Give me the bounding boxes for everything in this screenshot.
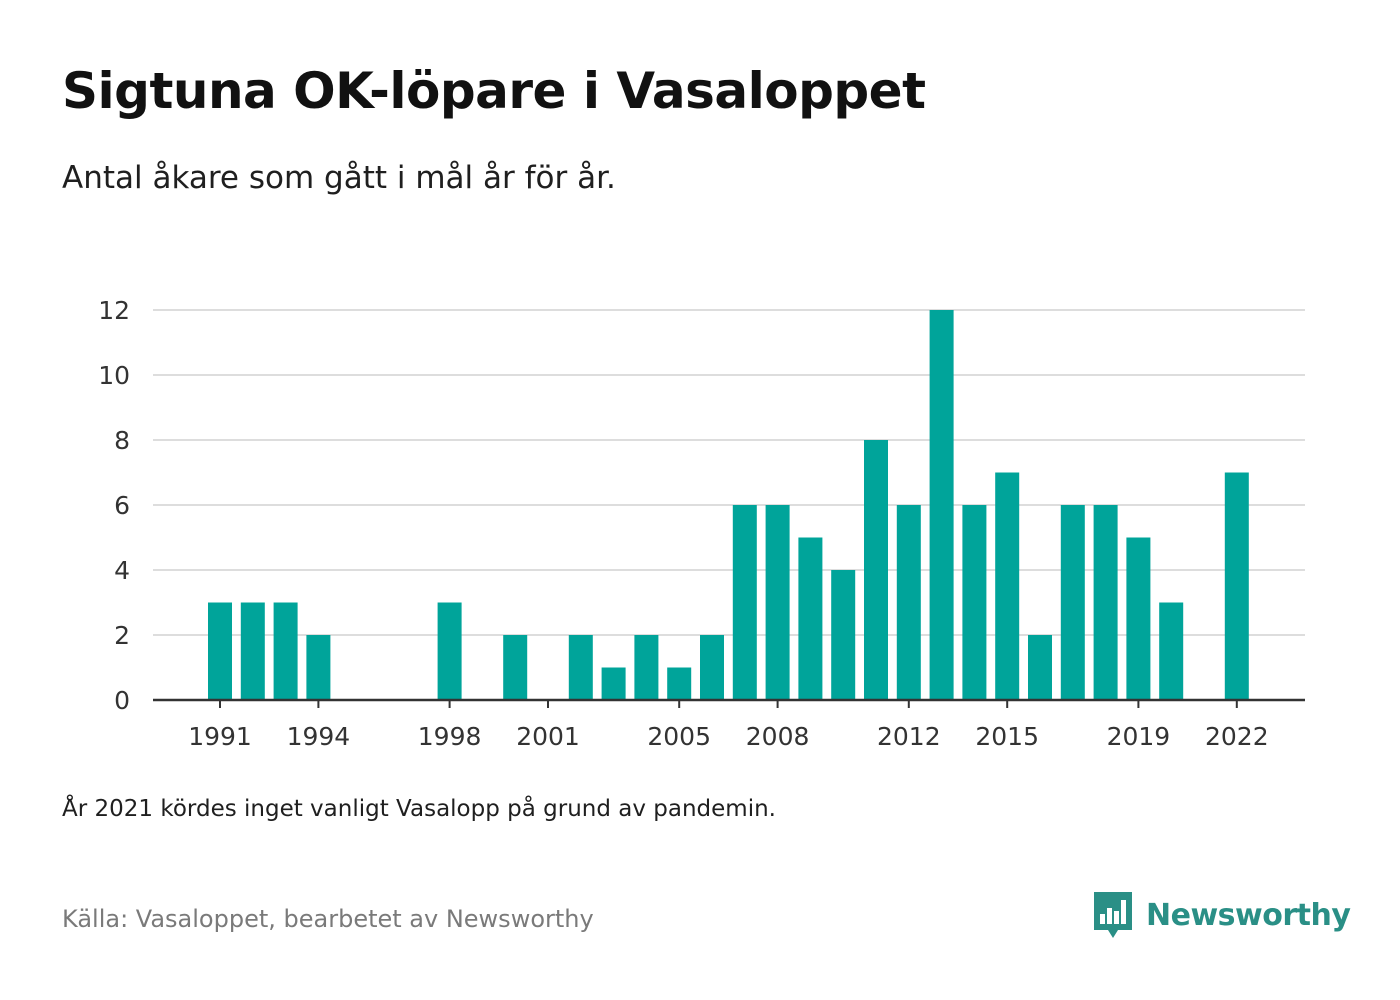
x-tick-label: 1994 xyxy=(287,722,351,751)
x-tick-label: 2005 xyxy=(647,722,711,751)
bar-2000 xyxy=(503,635,528,700)
y-tick-label: 2 xyxy=(114,621,130,650)
bar-2010 xyxy=(831,570,856,700)
y-tick-label: 8 xyxy=(114,426,130,455)
bar-1991 xyxy=(208,602,232,700)
bar-2011 xyxy=(864,440,888,700)
x-tick-label: 2008 xyxy=(746,722,810,751)
brand-logo: Newsworthy xyxy=(1092,890,1351,940)
y-tick-label: 4 xyxy=(114,556,130,585)
bar-2020 xyxy=(1159,602,1184,700)
bar-1993 xyxy=(273,602,298,700)
bar-2002 xyxy=(568,635,593,700)
y-tick-label: 10 xyxy=(98,361,130,390)
bar-chart-speech-icon xyxy=(1094,892,1132,938)
y-tick-label: 12 xyxy=(98,296,130,325)
bar-2017 xyxy=(1060,505,1085,700)
source-text: Källa: Vasaloppet, bearbetet av Newswort… xyxy=(62,905,594,933)
brand-name: Newsworthy xyxy=(1146,897,1351,933)
x-tick-label: 2022 xyxy=(1205,722,1269,751)
bar-2022 xyxy=(1224,472,1249,700)
bar-2004 xyxy=(634,635,659,700)
bar-2012 xyxy=(896,505,921,700)
x-tick-label: 1998 xyxy=(418,722,482,751)
x-tick-label: 2015 xyxy=(975,722,1039,751)
bar-2013 xyxy=(929,310,954,700)
bar-2009 xyxy=(798,537,823,700)
bar-1992 xyxy=(240,602,265,700)
bar-2007 xyxy=(732,505,757,700)
x-tick-label: 1991 xyxy=(188,722,252,751)
bar-2016 xyxy=(1028,635,1052,700)
bar-1994 xyxy=(306,635,331,700)
bar-2005 xyxy=(667,667,692,700)
chart-subtitle: Antal åkare som gått i mål år för år. xyxy=(62,160,616,196)
bar-2006 xyxy=(700,635,724,700)
bar-2003 xyxy=(601,667,626,700)
x-tick-label: 2001 xyxy=(516,722,580,751)
bar-1998 xyxy=(437,602,462,700)
bar-2015 xyxy=(995,472,1020,700)
footnote: År 2021 kördes inget vanligt Vasalopp på… xyxy=(62,796,776,822)
x-tick-label: 2019 xyxy=(1107,722,1171,751)
bar-2014 xyxy=(962,505,987,700)
y-tick-label: 6 xyxy=(114,491,130,520)
axes: 0 2 4 6 8 10 12 1991 1994 1998 2001 2005 2008 2012 201… xyxy=(98,296,1305,751)
bar-2018 xyxy=(1093,505,1118,700)
chart-title: Sigtuna OK-löpare i Vasaloppet xyxy=(62,62,926,120)
bars xyxy=(208,310,1249,700)
bar-2019 xyxy=(1126,537,1151,700)
y-tick-label: 0 xyxy=(114,686,130,715)
x-tick-label: 2012 xyxy=(877,722,941,751)
bar-2008 xyxy=(765,505,790,700)
